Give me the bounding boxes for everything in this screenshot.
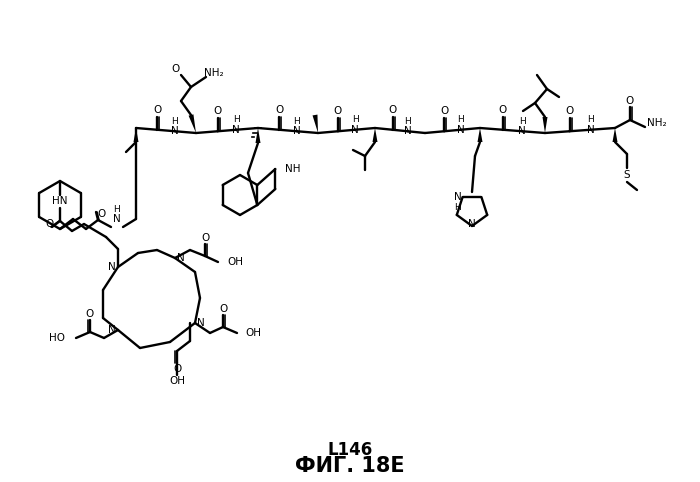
Text: H: H [233,115,239,124]
Text: H: H [351,115,358,124]
Text: N: N [519,126,526,136]
Polygon shape [312,115,318,133]
Text: N: N [108,325,116,335]
Text: OH: OH [169,376,185,386]
Text: H: H [519,117,526,126]
Text: NH₂: NH₂ [648,118,667,128]
Text: O: O [46,219,54,229]
Text: N: N [587,125,594,135]
Text: O: O [153,105,161,115]
Polygon shape [372,128,377,142]
Text: OH: OH [227,257,243,267]
Text: O: O [275,105,283,115]
Text: N: N [197,318,205,328]
Text: O: O [214,106,222,116]
Text: N: N [232,125,240,135]
Polygon shape [477,128,482,142]
Text: H: H [113,205,120,214]
Text: NH₂: NH₂ [204,68,224,78]
Polygon shape [612,128,617,142]
Text: O: O [86,309,94,319]
Text: N: N [454,192,461,202]
Text: O: O [98,209,106,219]
Text: N: N [457,125,465,135]
Text: OH: OH [245,328,261,338]
Text: O: O [172,64,180,74]
Text: O: O [389,105,397,115]
Polygon shape [134,128,139,142]
Text: O: O [201,233,209,243]
Text: O: O [626,96,634,106]
Text: O: O [173,364,181,374]
Text: O: O [440,106,449,116]
Text: N: N [351,125,359,135]
Text: N: N [293,126,301,136]
Text: H: H [404,117,411,126]
Text: H: H [293,117,300,126]
Text: N: N [177,253,185,263]
Text: H: H [457,115,464,124]
Text: HN: HN [52,196,68,206]
Polygon shape [542,117,547,133]
Text: L146: L146 [328,441,372,459]
Text: H: H [454,202,461,212]
Text: O: O [219,304,227,314]
Polygon shape [256,128,260,143]
Text: N: N [108,262,116,272]
Text: O: O [498,105,507,115]
Text: O: O [566,106,573,116]
Text: S: S [624,170,630,180]
Text: H: H [172,117,178,126]
Text: N: N [113,214,121,224]
Text: N: N [404,126,412,136]
Text: ФИГ. 18Е: ФИГ. 18Е [295,456,405,476]
Text: HO: HO [49,333,65,343]
Polygon shape [188,114,196,133]
Text: N: N [468,219,476,229]
Text: O: O [334,106,342,116]
Text: H: H [587,115,594,124]
Text: N: N [171,126,179,136]
Text: NH: NH [286,164,301,174]
